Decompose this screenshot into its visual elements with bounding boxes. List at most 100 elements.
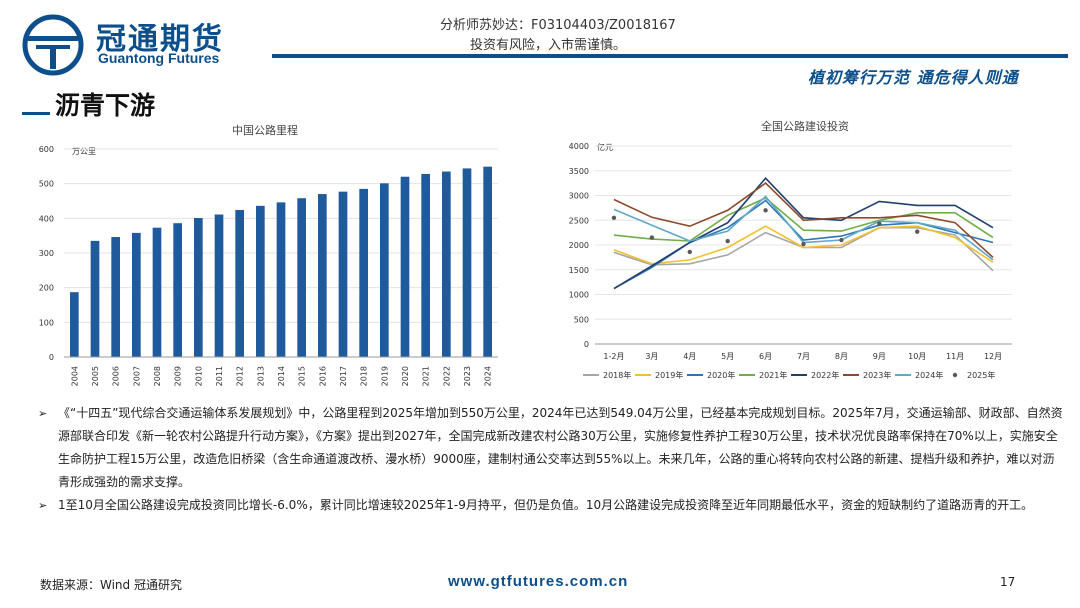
chart2-point-2025年	[801, 241, 806, 247]
bullet-arrow-icon: ➢	[38, 499, 48, 512]
chart1-bar	[111, 237, 121, 357]
legend-label: 2024年	[915, 370, 943, 380]
chart2-y-tick: 1000	[569, 291, 589, 300]
title-accent	[22, 112, 50, 115]
chart1-x-tick: 2011	[215, 366, 224, 386]
chart2-x-tick: 10月	[908, 352, 926, 361]
chart1-x-tick: 2018	[360, 366, 369, 386]
chart2-point-2025年	[725, 238, 730, 244]
chart1-bar	[152, 227, 162, 357]
chart1-y-tick: 500	[39, 180, 54, 189]
bullet-1: ➢ 《“十四五”现代综合交通运输体系发展规划》中，公路里程到2025年增加到550…	[38, 402, 1063, 494]
chart1-y-tick: 300	[39, 249, 54, 258]
chart1-x-tick: 2022	[442, 366, 451, 386]
chart1-bar	[421, 173, 431, 357]
chart1-bar	[255, 205, 265, 357]
header-rule	[272, 54, 1068, 58]
chart1-y-tick: 400	[39, 214, 54, 223]
legend-label: 2023年	[863, 370, 891, 380]
company-slogan: 植初筹行万范 通危得人则通	[808, 68, 1019, 87]
chart1-x-tick: 2023	[463, 366, 472, 386]
bullet-1-text: 《“十四五”现代综合交通运输体系发展规划》中，公路里程到2025年增加到550万…	[58, 406, 1063, 489]
chart1-x-tick: 2008	[153, 366, 162, 386]
legend-label: 2019年	[655, 370, 683, 380]
chart2-y-tick: 2000	[569, 241, 589, 250]
chart2-unit: 亿元	[597, 142, 613, 152]
chart2-x-tick: 11月	[946, 352, 964, 361]
highway-mileage-chart: 中国公路里程 万公里 0 100 200 300 400 500 600 2004 2005 2…	[39, 124, 498, 386]
chart1-x-tick: 2013	[256, 366, 265, 386]
chart1-x-tick: 2009	[174, 366, 183, 386]
chart2-line-2022年	[613, 177, 994, 290]
chart2-x-tick: 9月	[873, 352, 886, 361]
page-number: 17	[1000, 575, 1016, 589]
commentary: ➢ 《“十四五”现代综合交通运输体系发展规划》中，公路里程到2025年增加到550…	[38, 402, 1063, 517]
bullet-2: ➢ 1至10月全国公路建设完成投资同比增长-6.0%，累计同比增速较2025年1-…	[38, 494, 1063, 517]
chart2-point-2025年	[839, 237, 844, 243]
chart2-y-tick: 0	[584, 340, 589, 349]
legend-label: 2025年	[967, 370, 995, 380]
chart2-x-tick: 4月	[683, 352, 696, 361]
chart2-y-tick: 3500	[569, 167, 589, 176]
legend-label: 2021年	[759, 370, 787, 380]
chart2-y-tick: 1500	[569, 266, 589, 275]
legend-label: 2022年	[811, 370, 839, 380]
chart1-bar	[69, 292, 79, 357]
chart2-title: 全国公路建设投资	[761, 119, 849, 133]
chart2-x-tick: 3月	[645, 352, 658, 361]
risk-disclaimer: 投资有风险，入市需谨慎。	[470, 38, 627, 53]
analyst-info: 分析师苏妙达：F03104403/Z0018167	[440, 18, 676, 33]
bullet-arrow-icon: ➢	[38, 407, 48, 420]
chart1-bar	[276, 202, 286, 357]
brand-name-cn: 冠通期货	[96, 22, 224, 57]
chart2-line-2021年	[613, 197, 994, 242]
legend-label: 2020年	[707, 370, 735, 380]
chart1-x-tick: 2020	[401, 366, 410, 386]
chart1-bar	[379, 183, 389, 357]
bullet-2-text: 1至10月全国公路建设完成投资同比增长-6.0%，累计同比增速较2025年1-9…	[58, 498, 1034, 512]
chart2-y-tick: 3000	[569, 192, 589, 201]
chart1-bar	[338, 191, 348, 357]
chart1-x-tick: 2004	[70, 366, 79, 386]
chart1-x-tick: 2014	[277, 366, 286, 386]
chart2-x-tick: 12月	[984, 352, 1002, 361]
chart1-bar	[235, 210, 245, 357]
chart1-x-tick: 2024	[484, 366, 493, 386]
chart1-bar	[214, 214, 224, 357]
brand-name-en: Guantong Futures	[98, 50, 220, 66]
chart1-x-tick: 2012	[236, 366, 245, 386]
chart1-bar	[359, 188, 369, 357]
chart2-point-2025年	[687, 249, 692, 255]
chart2-point-2025年	[877, 221, 882, 226]
company-logo-icon	[22, 14, 84, 76]
website-link[interactable]: www.gtfutures.com.cn	[448, 573, 629, 590]
chart1-title: 中国公路里程	[232, 124, 298, 137]
chart2-line-2018年	[613, 226, 994, 272]
chart2-y-tick: 2500	[569, 216, 589, 225]
chart1-bar	[193, 217, 203, 357]
chart1-x-tick: 2017	[339, 366, 348, 386]
chart1-x-tick: 2019	[380, 366, 389, 386]
chart1-bar	[483, 166, 493, 357]
chart1-bar	[400, 176, 410, 357]
chart1-x-tick: 2015	[298, 366, 307, 386]
chart2-x-tick: 7月	[797, 352, 810, 361]
chart1-bar	[462, 168, 472, 357]
chart1-bar	[90, 240, 100, 357]
chart1-x-tick: 2021	[422, 366, 431, 386]
chart1-y-tick: 600	[39, 145, 54, 154]
chart1-x-tick: 2006	[112, 366, 121, 386]
chart1-bar	[441, 171, 451, 357]
chart1-y-tick: 100	[39, 318, 54, 327]
legend-marker	[952, 372, 958, 378]
chart2-x-tick: 8月	[835, 352, 848, 361]
chart2-y-tick: 4000	[569, 142, 589, 151]
chart1-x-tick: 2010	[194, 366, 203, 386]
chart2-line-2023年	[613, 182, 994, 258]
data-source: 数据来源：Wind 冠通研究	[40, 578, 182, 592]
chart2-x-tick: 1-2月	[603, 352, 624, 361]
chart2-point-2025年	[763, 208, 768, 213]
chart1-bar	[297, 198, 307, 357]
chart1-x-tick: 2005	[91, 366, 100, 386]
legend-label: 2018年	[603, 370, 631, 380]
